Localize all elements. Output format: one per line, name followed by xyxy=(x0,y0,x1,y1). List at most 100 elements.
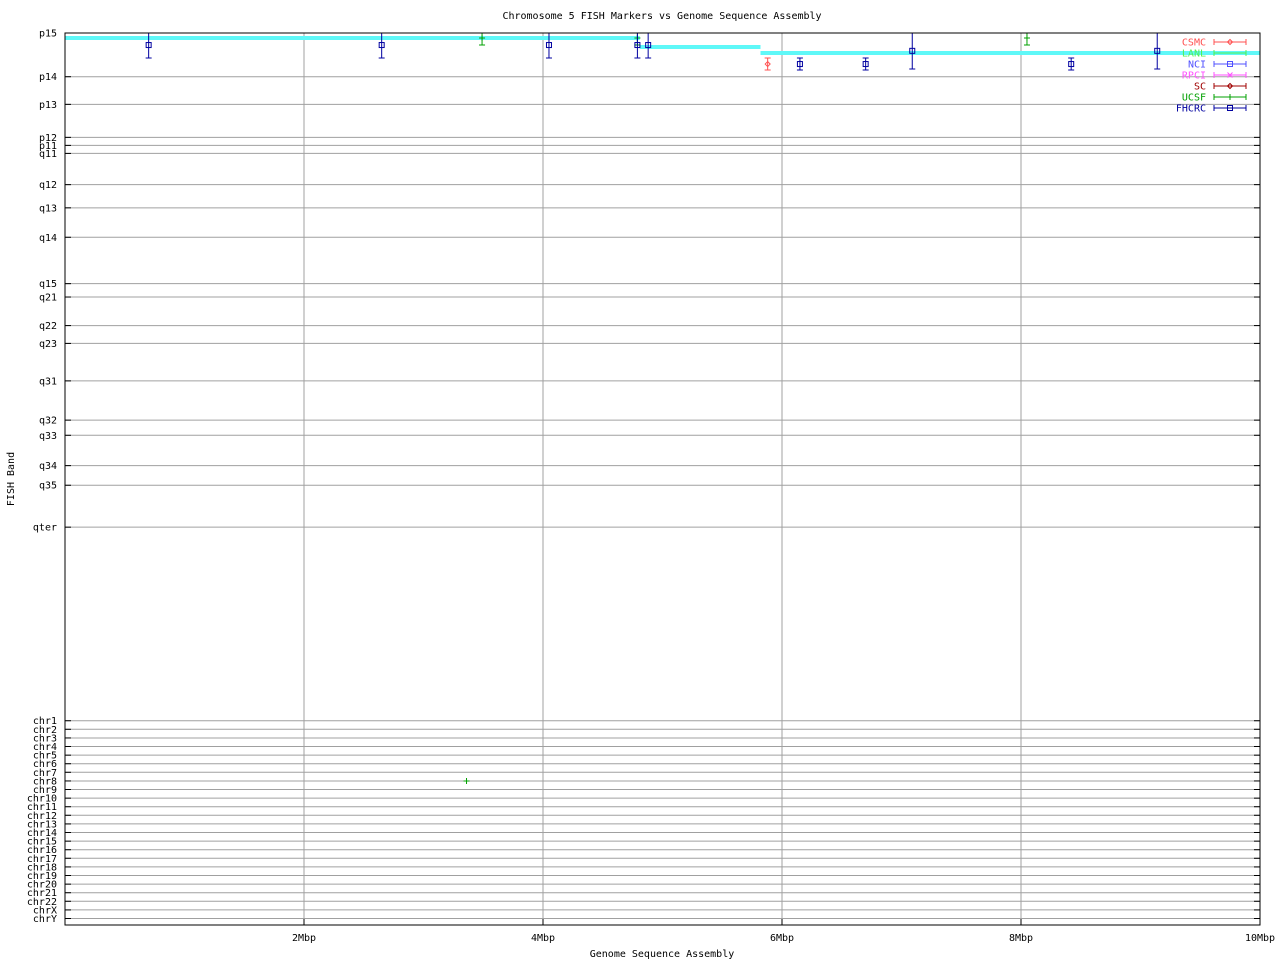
y-tick-label: q15 xyxy=(39,279,57,290)
square-marker xyxy=(796,61,803,68)
legend-label: LANL xyxy=(1182,49,1206,60)
y-tick-label: q14 xyxy=(39,233,57,244)
y-axis-label: FISH Band xyxy=(6,452,17,506)
y-tick-label: p12 xyxy=(39,133,57,144)
legend-sample xyxy=(1213,61,1247,67)
data-marks xyxy=(65,32,1260,784)
fhcrc-data-point xyxy=(378,32,385,59)
y-tick-label: q21 xyxy=(39,293,57,304)
y-tick-label: q35 xyxy=(39,481,57,492)
square-marker xyxy=(634,42,641,49)
y-tick-label: q12 xyxy=(39,180,57,191)
legend-sample xyxy=(1213,105,1247,111)
y-tick-label: q32 xyxy=(39,416,57,427)
legend-label: CSMC xyxy=(1182,38,1206,49)
square-marker xyxy=(145,42,152,49)
error-bar xyxy=(764,57,771,71)
fhcrc-data-point xyxy=(645,32,652,59)
y-tick-label: chrY xyxy=(33,914,57,925)
legend-label: RPCI xyxy=(1182,71,1206,82)
y-tick-label: q23 xyxy=(39,339,57,350)
error-bar xyxy=(862,57,869,71)
cross-marker xyxy=(1227,72,1233,78)
y-tick-label: chr3 xyxy=(33,733,57,744)
chart-title: Chromosome 5 FISH Markers vs Genome Sequ… xyxy=(502,11,821,22)
x-axis-label: Genome Sequence Assembly xyxy=(590,949,735,960)
y-tick-label: q31 xyxy=(39,376,57,387)
diamond-marker xyxy=(1226,38,1234,46)
plus-marker xyxy=(1227,94,1233,100)
square-marker xyxy=(545,42,552,49)
legend-sample xyxy=(1213,50,1247,56)
y-tick-label: q22 xyxy=(39,321,57,332)
legend-label: SC xyxy=(1194,82,1206,93)
legend-entry-fhcrc: FHCRC xyxy=(1176,104,1247,115)
legend-entry-sc: SC xyxy=(1194,82,1247,93)
ucsf-data-point xyxy=(1023,32,1030,46)
y-tick-label: chr16 xyxy=(27,845,57,856)
legend-label: NCI xyxy=(1188,60,1206,71)
ucsf-data-point xyxy=(463,777,470,784)
y-tick-label: chr2 xyxy=(33,725,57,736)
y-tick-label: chr7 xyxy=(33,768,57,779)
legend-entry-ucsf: UCSF xyxy=(1182,93,1247,104)
square-marker xyxy=(378,42,385,49)
y-tick-label: chr21 xyxy=(27,888,57,899)
square-marker xyxy=(1068,61,1075,68)
square-marker xyxy=(1227,105,1233,111)
y-tick-label: chr14 xyxy=(27,828,57,839)
legend-entry-lanl: LANL xyxy=(1182,49,1247,60)
y-tick-label: chr10 xyxy=(27,794,57,805)
y-tick-label: chr6 xyxy=(33,759,57,770)
y-tick-label: chr19 xyxy=(27,871,57,882)
legend-entry-nci: NCI xyxy=(1188,60,1247,71)
y-tick-label: chr22 xyxy=(27,897,57,908)
y-tick-label: p15 xyxy=(39,29,57,40)
y-tick-label: p11 xyxy=(39,141,57,152)
y-tick-label: qter xyxy=(33,523,57,534)
diamond-marker xyxy=(1226,82,1234,90)
y-tick-label: chr4 xyxy=(33,742,57,753)
diamond-marker xyxy=(764,60,771,68)
plot-frame xyxy=(64,32,1261,926)
y-tick-label: chr9 xyxy=(33,785,57,796)
square-marker xyxy=(909,47,916,54)
y-tick-label: q13 xyxy=(39,203,57,214)
y-tick-label: chr8 xyxy=(33,776,57,787)
x-tick-label: 8Mbp xyxy=(1009,933,1033,944)
legend-sample xyxy=(1213,83,1247,89)
square-marker xyxy=(645,42,652,49)
error-bar xyxy=(1068,57,1075,71)
y-tick-label: chr13 xyxy=(27,819,57,830)
legend-label: FHCRC xyxy=(1176,104,1206,115)
fhcrc-data-point xyxy=(1068,57,1075,71)
y-tick-label: chr12 xyxy=(27,811,57,822)
y-tick-label: chr15 xyxy=(27,837,57,848)
y-tick-label: chr5 xyxy=(33,751,57,762)
y-tick-label: chr11 xyxy=(27,802,57,813)
plus-marker xyxy=(479,34,486,41)
y-tick-label: q11 xyxy=(39,149,57,160)
square-marker xyxy=(862,61,869,68)
legend-label: UCSF xyxy=(1182,93,1206,104)
plus-marker xyxy=(463,777,470,784)
y-tick-label: chr18 xyxy=(27,862,57,873)
square-marker xyxy=(1154,47,1161,54)
y-tick-label: chr1 xyxy=(33,716,57,727)
fhcrc-data-point xyxy=(796,57,803,71)
x-tick-label: 6Mbp xyxy=(770,933,794,944)
x-tick-label: 2Mbp xyxy=(292,933,316,944)
legend-entry-csmc: CSMC xyxy=(1182,38,1247,49)
error-bar xyxy=(796,57,803,71)
grid xyxy=(65,33,1260,925)
fhcrc-data-point xyxy=(909,32,916,70)
x-tick-label: 10Mbp xyxy=(1245,933,1275,944)
y-tick-label: chrX xyxy=(33,905,57,916)
legend-sample xyxy=(1213,39,1247,45)
legend-entry-rpci: RPCI xyxy=(1182,71,1247,82)
fhcrc-data-point xyxy=(1154,32,1161,70)
x-tick-label: 4Mbp xyxy=(531,933,555,944)
y-tick-label: p14 xyxy=(39,72,57,83)
square-marker xyxy=(1227,61,1233,67)
